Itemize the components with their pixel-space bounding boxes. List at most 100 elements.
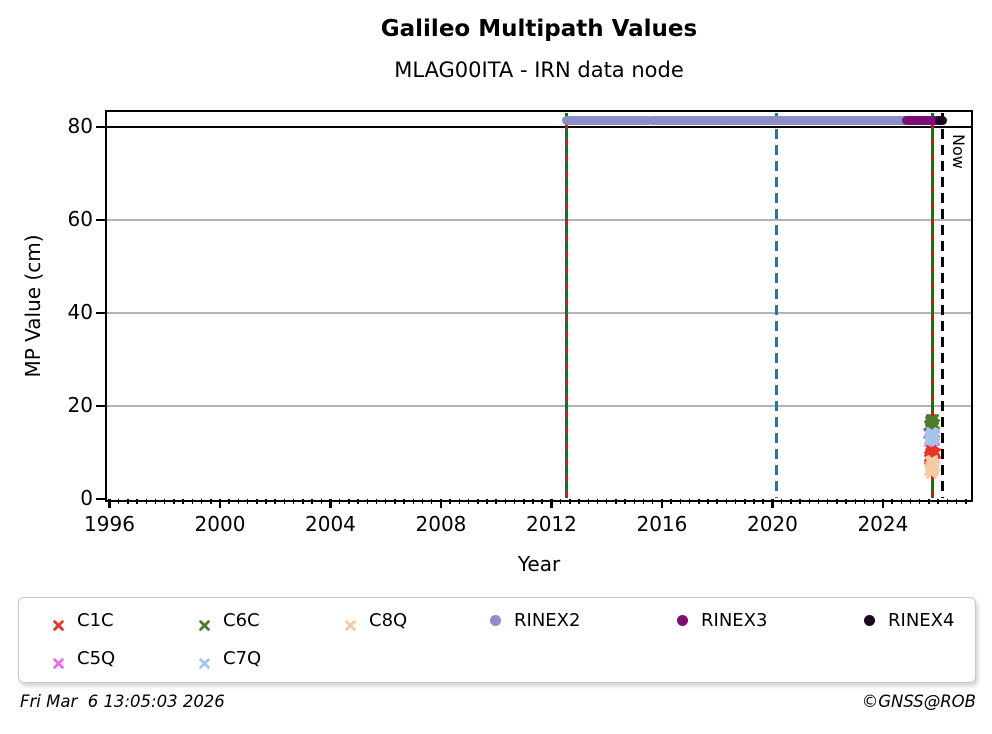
chart-title: Galileo Multipath Values [380, 16, 698, 42]
x-major-tick [108, 499, 111, 509]
data-point-C8Q [926, 451, 938, 466]
x-minor-tick [633, 499, 636, 505]
circle-marker-icon [677, 614, 688, 626]
legend-item-c8q: C8Q [345, 607, 407, 633]
x-minor-tick [274, 499, 276, 505]
x-minor-tick [430, 499, 433, 505]
x-minor-tick [302, 499, 304, 505]
x-minor-tick [163, 499, 166, 505]
x-tick-label: 1996 [84, 512, 135, 537]
x-minor-tick [173, 499, 175, 505]
data-point-C7Q [926, 423, 938, 439]
y-tick-label: 40 [67, 300, 93, 325]
x-minor-tick [246, 499, 249, 505]
legend-label: C5Q [77, 647, 116, 669]
reference-hline [107, 125, 971, 128]
legend-label: C6C [223, 609, 260, 631]
x-major-tick [881, 499, 884, 509]
y-tick-label: 20 [67, 393, 93, 418]
x-minor-tick [596, 499, 599, 505]
legend-label: RINEX4 [888, 609, 955, 631]
x-tick-label: 2000 [194, 512, 246, 537]
x-minor-tick [237, 499, 240, 505]
x-major-tick [218, 499, 222, 509]
x-minor-tick [467, 499, 470, 505]
x-minor-tick [918, 499, 921, 505]
footer-timestamp: Fri Mar 6 13:05:03 2026 [20, 692, 225, 711]
x-minor-tick [458, 499, 461, 505]
x-minor-tick [117, 499, 120, 505]
legend-label: C7Q [223, 647, 262, 669]
x-minor-tick [670, 499, 672, 505]
x-minor-tick [384, 499, 387, 505]
x-minor-tick [486, 499, 488, 505]
x-marker-icon [345, 615, 356, 631]
x-minor-tick [725, 499, 728, 505]
circle-marker-icon [490, 614, 501, 626]
gridline [107, 219, 971, 221]
legend-item-c5q: C5Q [53, 645, 115, 671]
now-label: Now [949, 133, 969, 169]
x-minor-tick [495, 499, 497, 505]
x-minor-tick [513, 499, 516, 505]
x-minor-tick [909, 499, 912, 505]
x-minor-tick [283, 499, 286, 505]
y-axis-label: MP Value (cm) [21, 234, 45, 378]
x-minor-tick [780, 499, 783, 505]
x-major-tick [771, 499, 774, 509]
plot-area: Now 1996 2000 2004 2008 2012 2016 2020 2024 0 20 40… [68, 110, 973, 536]
x-tick-label: 2008 [415, 512, 467, 537]
chart-subtitle: MLAG00ITA - IRN data node [394, 58, 684, 82]
x-minor-tick [845, 499, 847, 505]
legend-item-rinex2: RINEX2 [490, 607, 580, 633]
legend-label: RINEX2 [514, 609, 581, 631]
x-minor-tick [532, 499, 534, 505]
x-marker-icon [53, 653, 64, 669]
legend-item-c6c: C6C [199, 607, 260, 633]
x-minor-tick [357, 499, 359, 505]
x-major-tick [439, 499, 443, 509]
x-minor-tick [946, 499, 949, 505]
y-tick [96, 498, 105, 501]
x-minor-tick [421, 499, 424, 505]
legend: C1C C6C C8Q RINEX2 RINEX3 RINEX4 C5Q C7 [18, 597, 976, 683]
legend-label: RINEX3 [701, 609, 768, 631]
x-minor-tick [734, 499, 737, 505]
x-minor-tick [762, 499, 764, 505]
x-minor-tick [965, 499, 967, 505]
x-minor-tick [228, 499, 230, 505]
x-minor-tick [937, 499, 939, 505]
x-axis-label: Year [517, 552, 561, 576]
x-minor-tick [872, 499, 875, 505]
x-minor-tick [265, 499, 267, 505]
x-minor-tick [394, 499, 396, 505]
y-tick-label: 80 [67, 113, 93, 138]
x-marker-icon [199, 615, 210, 631]
x-minor-tick [375, 499, 378, 505]
now-line [940, 113, 944, 499]
data-point-C8Q [925, 464, 937, 479]
x-minor-tick [154, 499, 157, 505]
x-marker-icon [53, 615, 64, 631]
x-minor-tick [366, 499, 369, 505]
x-tick-label: 2004 [305, 512, 356, 537]
x-minor-tick [707, 499, 709, 505]
x-minor-tick [744, 499, 746, 505]
x-minor-tick [928, 499, 930, 505]
x-minor-tick [338, 499, 341, 505]
x-minor-tick [790, 499, 792, 505]
event-vline [564, 113, 568, 499]
x-minor-tick [292, 499, 295, 505]
x-marker-icon [199, 653, 210, 669]
x-minor-tick [624, 499, 626, 505]
x-minor-tick [826, 499, 829, 505]
circle-marker-icon [864, 614, 875, 626]
gridline [107, 312, 971, 314]
x-minor-tick [587, 499, 590, 505]
rinex-dot-band-RINEX2 [647, 115, 730, 126]
x-minor-tick [605, 499, 608, 505]
x-minor-tick [817, 499, 820, 505]
rinex-dot-band-RINEX4 [934, 115, 947, 126]
x-minor-tick [210, 499, 212, 505]
legend-label: C1C [77, 609, 114, 631]
